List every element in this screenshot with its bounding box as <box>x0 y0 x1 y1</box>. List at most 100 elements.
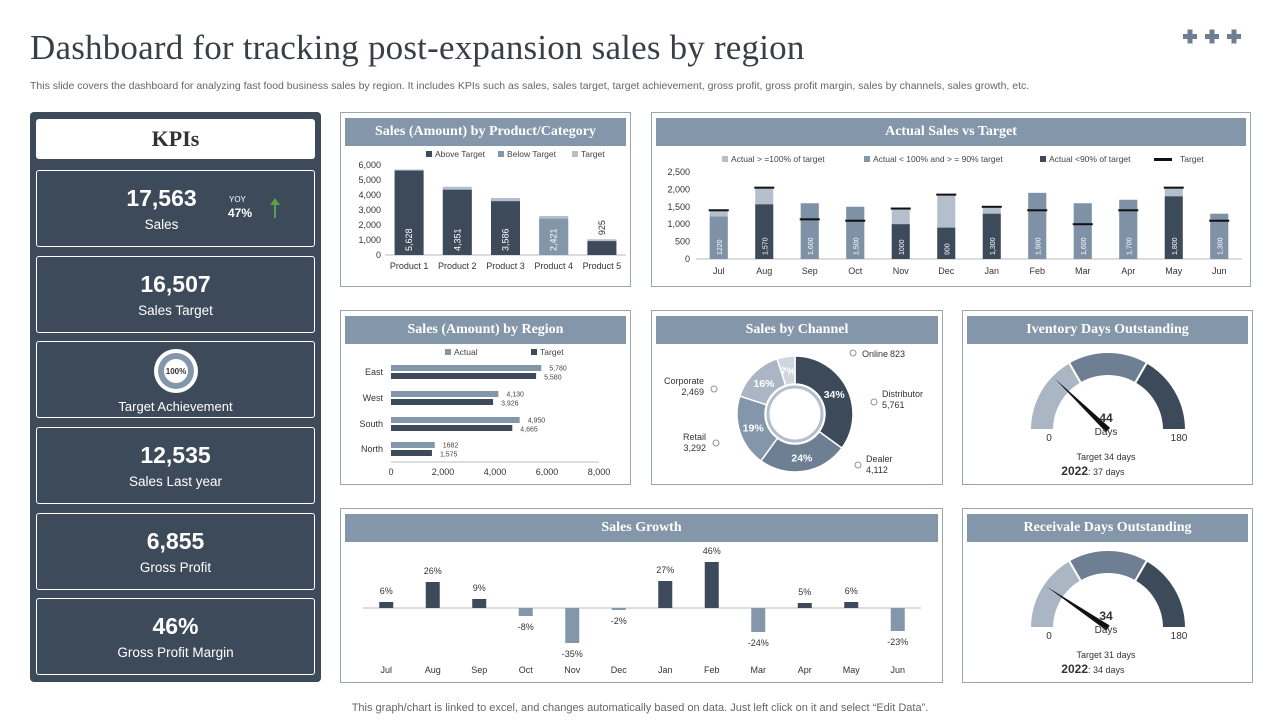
avt-ytick: 1,500 <box>667 202 690 212</box>
product-xtick: Product 3 <box>486 261 525 271</box>
avt-bar-label: 1,500 <box>853 237 860 255</box>
product-ytick: 4,000 <box>358 190 381 200</box>
kpi-gross-profit-value: 6,855 <box>146 528 205 554</box>
panel-inventory-title: Iventory Days Outstanding <box>967 316 1248 344</box>
inventory-gauge-target: Target 34 days <box>1076 452 1136 462</box>
product-xtick: Product 4 <box>534 261 573 271</box>
growth-bar <box>797 603 812 608</box>
growth-xtick: Oct <box>519 665 534 675</box>
growth-xtick: May <box>843 665 861 675</box>
product-bar <box>394 170 424 255</box>
region-ytick: West <box>363 393 384 403</box>
plus-decoration-icon <box>1183 29 1241 44</box>
avt-legend-label: Actual <90% of target <box>1049 154 1131 164</box>
product-ytick: 6,000 <box>358 160 381 170</box>
region-actual-bar <box>391 391 499 397</box>
avt-xtick: Sep <box>802 266 818 276</box>
region-xtick: 0 <box>388 467 393 477</box>
region-actual-bar <box>391 365 542 371</box>
growth-xtick: Jun <box>890 665 905 675</box>
page-subtitle: This slide covers the dashboard for anal… <box>30 80 1030 92</box>
region-actual-bar <box>391 442 435 448</box>
inventory-gauge-segment <box>1067 351 1149 385</box>
region-target-bar <box>391 425 513 431</box>
avt-bar-label: 900 <box>944 243 951 255</box>
product-ytick: 5,000 <box>358 175 381 185</box>
avt-xtick: Nov <box>893 266 910 276</box>
growth-bar <box>844 602 859 608</box>
product-bar <box>491 201 520 255</box>
channel-slice-percent: 16% <box>753 378 775 390</box>
avt-actual-bar <box>709 216 728 259</box>
receivable-gauge-target: Target 31 days <box>1076 650 1136 660</box>
channel-label-dot <box>849 349 857 357</box>
avt-ytick: 2,000 <box>667 184 690 194</box>
growth-bar-label: -8% <box>518 622 534 632</box>
avt-target-marker <box>799 218 820 221</box>
region-actual-label: 1682 <box>443 443 459 450</box>
avt-xtick: Jan <box>984 266 999 276</box>
avt-target-marker <box>1118 209 1139 212</box>
growth-bar-label: 6% <box>845 586 858 596</box>
region-target-label: 3,926 <box>501 401 519 408</box>
achievement-donut: 100% <box>154 349 198 393</box>
avt-bar-label: 1,600 <box>808 237 815 255</box>
receivable-gauge-segment <box>1028 559 1083 629</box>
growth-xtick: Feb <box>704 665 720 675</box>
avt-xtick: Apr <box>1121 266 1135 276</box>
panel-product-title: Sales (Amount) by Product/Category <box>345 118 626 146</box>
growth-bar <box>518 608 533 616</box>
product-xtick: Product 1 <box>390 261 429 271</box>
kpi-card-sales-last-year: 12,535 Sales Last year <box>36 427 315 504</box>
avt-bar-label: 1,570 <box>762 237 769 255</box>
avt-actual-bar <box>1164 196 1183 259</box>
kpi-card-gross-profit: 6,855 Gross Profit <box>36 513 315 590</box>
achievement-donut-label: 100% <box>166 367 186 376</box>
channel-slice-name: Corporate <box>664 376 704 386</box>
growth-xtick: Nov <box>564 665 581 675</box>
growth-bar <box>472 599 487 608</box>
inventory-gauge-unit: Days <box>1095 427 1118 438</box>
avt-ytick: 2,500 <box>667 167 690 177</box>
avt-bar-label: 1,300 <box>1217 237 1224 255</box>
product-bar-label: 925 <box>597 220 607 235</box>
avt-actual-bar <box>891 224 910 259</box>
region-target-bar <box>391 399 494 405</box>
growth-chart: 6% Jul 26% Aug 9% Sep -8% Oct -35% Nov -2% Dec 27% Ja… <box>363 546 921 675</box>
channel-label-dot <box>854 461 862 469</box>
channel-donut-hole <box>766 385 824 443</box>
region-xtick: 6,000 <box>536 467 559 477</box>
avt-legend-label: Actual > =100% of target <box>731 154 825 164</box>
growth-xtick: Apr <box>798 665 812 675</box>
kpi-sales-last-year-label: Sales Last year <box>128 474 223 489</box>
growth-xtick: Jan <box>658 665 673 675</box>
region-xtick: 2,000 <box>432 467 455 477</box>
growth-bar <box>751 608 766 632</box>
growth-bar-label: -35% <box>562 649 583 659</box>
kpi-gross-profit-margin-label: Gross Profit Margin <box>117 645 234 660</box>
panel-region: Actual Target 0 2,000 4,000 6,000 8,000 East 5,7… <box>340 310 631 485</box>
kpi-sales-label: Sales <box>144 217 179 232</box>
panel-channel: 34% 24% 19% 16% 7% Distributor 5,761 Dealer 4,11… <box>651 310 943 485</box>
growth-bar-label: 27% <box>656 565 674 575</box>
product-legend-label: Target <box>581 149 605 159</box>
avt-legend-swatch <box>722 156 728 162</box>
kpi-header: KPIs <box>36 119 315 159</box>
kpi-card-sales: 17,563 Sales YOY 47% <box>36 170 315 247</box>
region-ytick: North <box>361 444 383 454</box>
receivable-gauge: 0 180 34 Days Target 31 days 2022: 34 days <box>1028 549 1188 676</box>
panel-actual-vs-target-title: Actual Sales vs Target <box>656 118 1246 146</box>
inventory-gauge-needle <box>1054 378 1111 433</box>
channel-slice-value: 2,469 <box>681 387 704 397</box>
avt-legend-label: Target <box>1180 154 1204 164</box>
product-ytick: 1,000 <box>358 235 381 245</box>
channel-label-dot <box>870 398 878 406</box>
product-bar-label: 2,421 <box>549 228 559 251</box>
avt-actual-bar <box>1073 203 1092 259</box>
region-legend-swatch <box>445 349 451 355</box>
channel-slice-percent: 24% <box>791 452 813 464</box>
growth-bar-label: -2% <box>611 616 627 626</box>
growth-bar <box>379 602 394 608</box>
inventory-gauge: 0 180 44 Days Target 34 days 2022: 37 days <box>1028 351 1188 478</box>
growth-bar <box>565 608 580 643</box>
